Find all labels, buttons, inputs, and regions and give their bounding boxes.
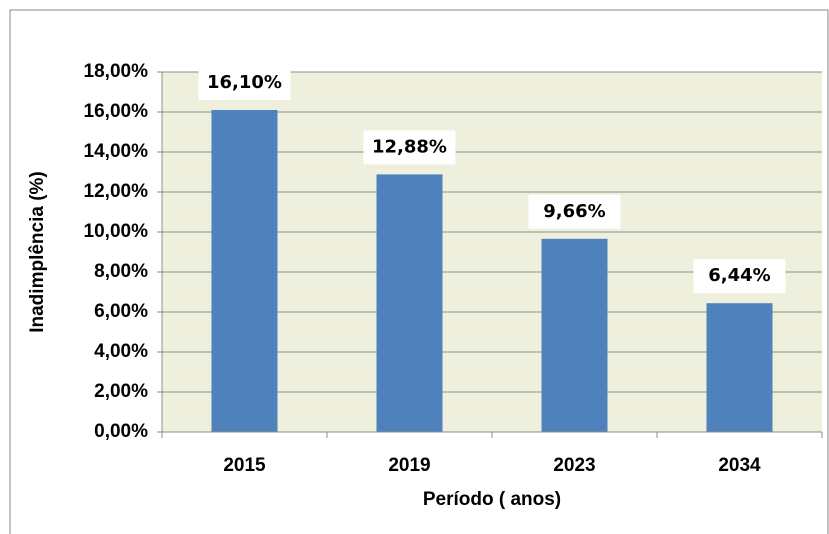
- value-label-box: [528, 194, 621, 229]
- x-tick-label: 2034: [718, 455, 761, 476]
- y-tick-label: 16,00%: [84, 101, 149, 122]
- y-tick-label: 18,00%: [84, 61, 149, 82]
- bar: [706, 303, 773, 432]
- bar: [211, 110, 278, 432]
- y-tick-label: 10,00%: [84, 221, 149, 242]
- bar: [376, 174, 443, 432]
- value-label: 12,88%: [372, 136, 447, 157]
- y-tick-label: 0,00%: [94, 421, 148, 442]
- value-label: 6,44%: [708, 265, 770, 286]
- value-label-box: [363, 130, 456, 165]
- y-tick-label: 8,00%: [94, 261, 148, 282]
- x-tick-label: 2023: [553, 455, 595, 476]
- x-tick-label: 2019: [388, 455, 430, 476]
- y-tick-label: 6,00%: [94, 301, 148, 322]
- y-tick-label: 4,00%: [94, 341, 148, 362]
- value-label: 16,10%: [207, 72, 282, 93]
- value-label-box: [693, 259, 786, 294]
- y-tick-label: 12,00%: [84, 181, 149, 202]
- y-tick-label: 2,00%: [94, 381, 148, 402]
- y-tick-label: 14,00%: [84, 141, 149, 162]
- x-tick-label: 2015: [223, 455, 266, 476]
- value-label-box: [198, 66, 291, 100]
- x-axis-title: Período ( anos): [423, 489, 561, 510]
- bar: [541, 238, 608, 432]
- y-axis-title: Inadimplência (%): [27, 171, 48, 333]
- value-label: 9,66%: [543, 201, 605, 222]
